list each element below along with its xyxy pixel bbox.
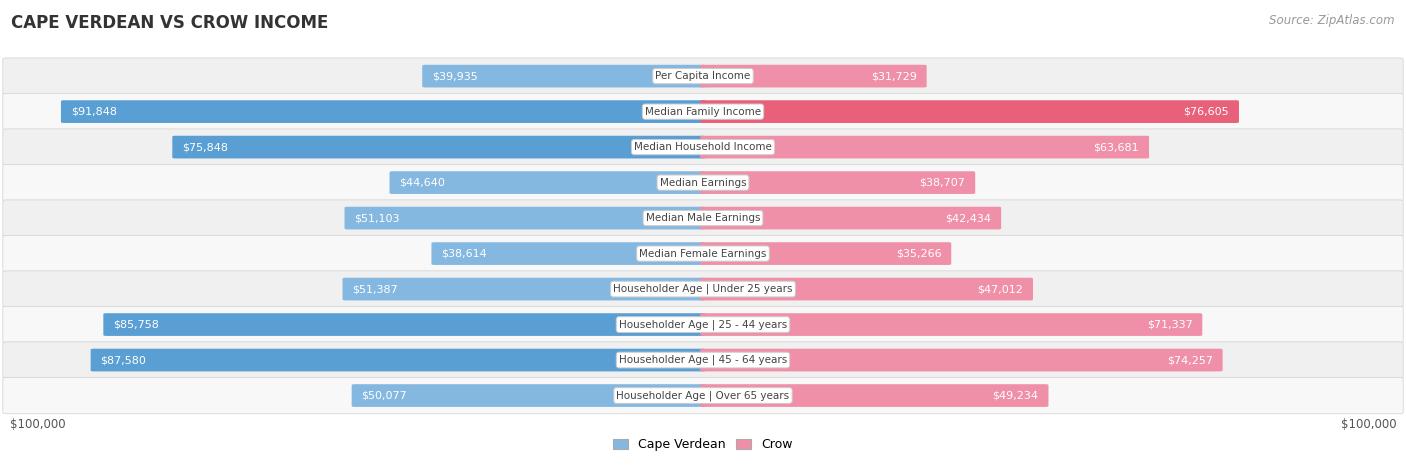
Legend: Cape Verdean, Crow: Cape Verdean, Crow [609, 433, 797, 456]
Text: $47,012: $47,012 [977, 284, 1024, 294]
Text: Median Female Earnings: Median Female Earnings [640, 248, 766, 259]
Text: $42,434: $42,434 [945, 213, 991, 223]
Text: Median Male Earnings: Median Male Earnings [645, 213, 761, 223]
Text: $38,614: $38,614 [441, 248, 486, 259]
Text: $39,935: $39,935 [432, 71, 478, 81]
Text: $44,640: $44,640 [399, 177, 446, 188]
Text: Householder Age | 25 - 44 years: Householder Age | 25 - 44 years [619, 319, 787, 330]
Text: $31,729: $31,729 [870, 71, 917, 81]
Text: $49,234: $49,234 [993, 390, 1039, 401]
Text: $100,000: $100,000 [10, 418, 66, 431]
Text: Median Earnings: Median Earnings [659, 177, 747, 188]
Text: $38,707: $38,707 [920, 177, 966, 188]
Text: $91,848: $91,848 [70, 106, 117, 117]
Text: Median Family Income: Median Family Income [645, 106, 761, 117]
Text: Householder Age | Under 25 years: Householder Age | Under 25 years [613, 284, 793, 294]
Text: $76,605: $76,605 [1184, 106, 1229, 117]
Text: Householder Age | 45 - 64 years: Householder Age | 45 - 64 years [619, 355, 787, 365]
Text: $85,758: $85,758 [112, 319, 159, 330]
Text: Source: ZipAtlas.com: Source: ZipAtlas.com [1270, 14, 1395, 27]
Text: $51,387: $51,387 [353, 284, 398, 294]
Text: Householder Age | Over 65 years: Householder Age | Over 65 years [616, 390, 790, 401]
Text: $50,077: $50,077 [361, 390, 408, 401]
Text: Median Household Income: Median Household Income [634, 142, 772, 152]
Text: $35,266: $35,266 [896, 248, 942, 259]
Text: $74,257: $74,257 [1167, 355, 1213, 365]
Text: $51,103: $51,103 [354, 213, 399, 223]
Text: $87,580: $87,580 [100, 355, 146, 365]
Text: Per Capita Income: Per Capita Income [655, 71, 751, 81]
Text: $75,848: $75,848 [183, 142, 228, 152]
Text: $100,000: $100,000 [1340, 418, 1396, 431]
Text: CAPE VERDEAN VS CROW INCOME: CAPE VERDEAN VS CROW INCOME [11, 14, 329, 32]
Text: $63,681: $63,681 [1094, 142, 1139, 152]
Text: $71,337: $71,337 [1147, 319, 1192, 330]
